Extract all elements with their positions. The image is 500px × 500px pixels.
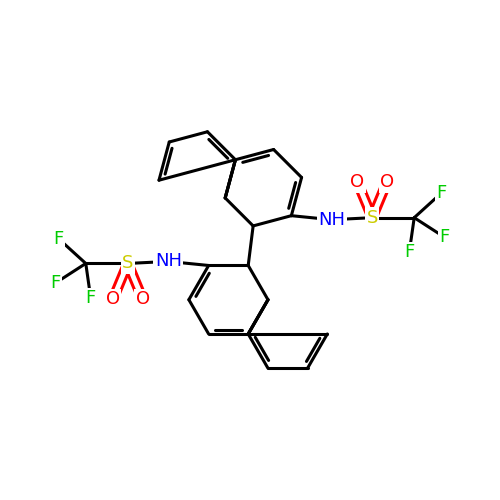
Text: F: F [404, 244, 414, 262]
Text: O: O [136, 290, 149, 308]
Text: F: F [54, 230, 64, 248]
Text: O: O [380, 173, 394, 191]
Text: O: O [350, 173, 364, 191]
Text: NH: NH [318, 210, 345, 228]
Text: F: F [86, 289, 96, 307]
Text: S: S [122, 254, 134, 272]
Text: NH: NH [155, 252, 182, 270]
Text: O: O [106, 290, 120, 308]
Text: S: S [366, 208, 378, 226]
Text: F: F [440, 228, 450, 246]
Text: F: F [50, 274, 60, 292]
Text: F: F [436, 184, 446, 202]
